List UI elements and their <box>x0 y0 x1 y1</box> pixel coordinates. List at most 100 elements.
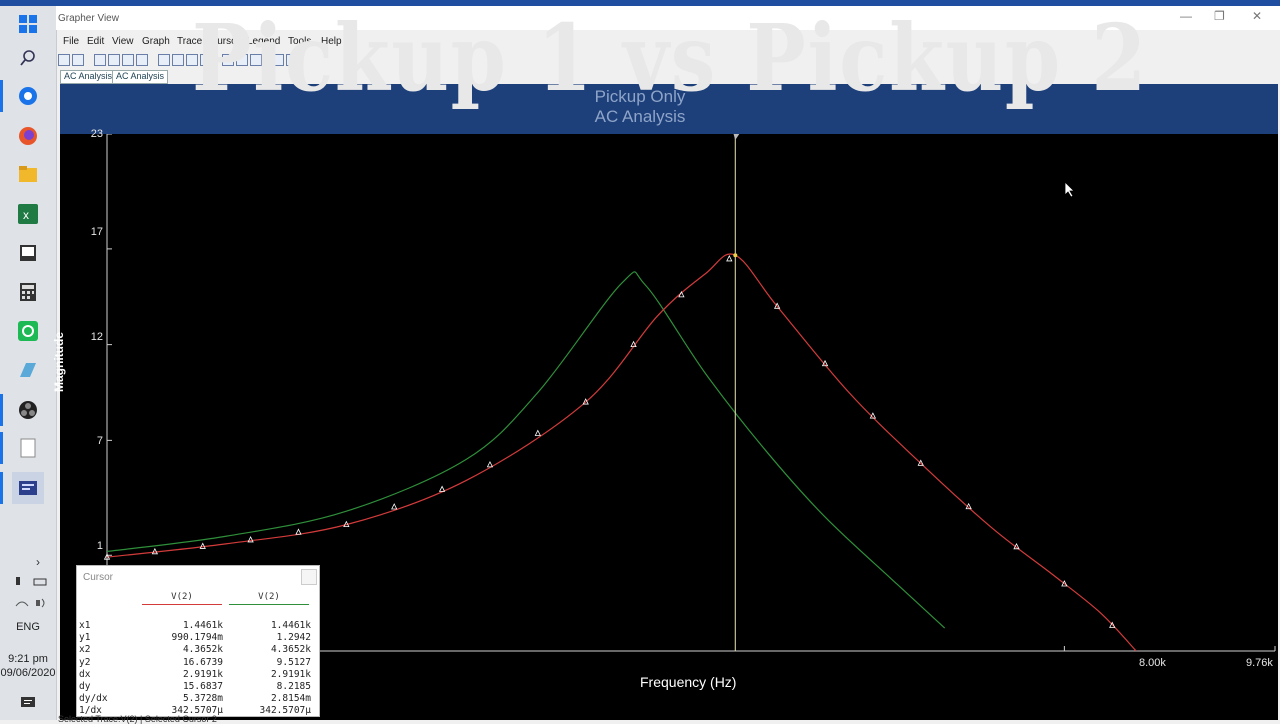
cursor-row: dx 2.9191k 2.9191k <box>77 669 319 681</box>
windows-start-icon[interactable] <box>12 8 44 40</box>
toolbar-undo-button[interactable] <box>94 54 106 66</box>
cursor-row: y1 990.1794m 1.2942 <box>77 632 319 644</box>
series-marker <box>726 255 733 262</box>
toolbar-print-button[interactable] <box>286 54 298 66</box>
series-marker <box>1109 621 1116 628</box>
notifications-icon[interactable] <box>20 696 36 715</box>
cursor-panel-close-button[interactable] <box>301 569 317 585</box>
clock-time[interactable]: 9:21 pm <box>8 653 48 665</box>
cursor-row: y2 16.6739 9.5127 <box>77 657 319 669</box>
menu-graph[interactable]: Graph <box>142 36 170 47</box>
cursor-row-value: 16.6739 <box>182 656 223 668</box>
excel-icon[interactable]: x <box>12 198 44 230</box>
spotify-icon[interactable] <box>12 315 44 347</box>
series-marker <box>869 412 877 419</box>
cursor-column-color-line <box>229 604 309 605</box>
app-title: Grapher View <box>58 13 119 24</box>
multisim-icon[interactable] <box>12 472 44 504</box>
chevron-right-icon[interactable]: › <box>36 555 40 569</box>
cursor-row: dy/dx 5.3728m 2.8154m <box>77 693 319 705</box>
obs-icon[interactable] <box>12 394 44 426</box>
browser-icon[interactable] <box>12 80 44 112</box>
cursor-row-value: 5.3728m <box>182 693 223 705</box>
series-line-1 <box>107 253 1137 651</box>
toolbar-cut-button[interactable] <box>108 54 120 66</box>
toolbar-copy-button[interactable] <box>122 54 134 66</box>
cursor-row-value: 4.3652k <box>182 644 223 656</box>
series-marker <box>917 459 924 466</box>
cursor-column-color-line <box>142 604 222 605</box>
cursor-row-label: 1/dx <box>79 705 102 717</box>
series-marker <box>1061 580 1068 587</box>
language-indicator[interactable]: ENG <box>16 621 40 633</box>
toolbar-legend-button[interactable] <box>172 54 184 66</box>
menu-cursor[interactable]: Cursor <box>210 36 241 47</box>
search-icon[interactable] <box>12 42 44 74</box>
restore-icon[interactable]: ❐ <box>1214 9 1225 23</box>
toolbar-trace-button[interactable] <box>200 54 212 66</box>
menu-file[interactable]: File <box>63 36 80 47</box>
menu-help[interactable]: Help <box>321 36 342 47</box>
cursor-row-value: 15.6837 <box>182 681 223 692</box>
mouse-pointer-icon <box>1064 181 1077 203</box>
app-icon[interactable] <box>12 354 44 386</box>
toolbar-zoom-out-button[interactable] <box>236 54 248 66</box>
cursor-row: x2 4.3652k 4.3652k <box>77 644 319 656</box>
cursor-row-value: 1.2942 <box>276 632 311 644</box>
toolbar-zoom-fit-button[interactable] <box>250 54 262 66</box>
menu-legend[interactable]: Legend <box>247 36 281 47</box>
cursor-row-label: dy <box>79 681 91 692</box>
cursor-row-value: 8.2185 <box>276 681 311 692</box>
cursor-panel[interactable]: Cursor V(2) V(2) x1 1.4461k 1.4461k y1 990.1… <box>76 565 320 717</box>
cursor-column-header: V(2) <box>171 592 193 602</box>
series-marker <box>343 520 350 528</box>
calculator-icon[interactable] <box>12 276 44 308</box>
cursor-row-label: x1 <box>79 620 91 631</box>
menu-view[interactable]: View <box>112 36 134 47</box>
series-marker <box>438 485 446 492</box>
y-tick-label: 17 <box>90 226 103 238</box>
cursor-row-label: dx <box>79 668 91 680</box>
system-tray-icons[interactable] <box>14 576 48 591</box>
menu-trace[interactable]: Trace <box>177 36 203 47</box>
toolbar-grid-button[interactable] <box>158 54 170 66</box>
window-top-strip <box>0 0 1280 6</box>
firefox-icon[interactable] <box>12 120 44 152</box>
cursor-panel-title: Cursor <box>83 572 114 583</box>
clock-date[interactable]: 09/06/2020 <box>0 667 56 679</box>
series-marker <box>534 429 541 436</box>
series-marker <box>678 290 685 298</box>
cursor-row-value: 4.3652k <box>270 644 311 656</box>
network-volume-icons[interactable] <box>14 596 50 615</box>
series-marker <box>103 553 111 560</box>
toolbar-cursors-button[interactable] <box>186 54 198 66</box>
menu-edit[interactable]: Edit <box>87 36 105 47</box>
toolbar-zoom-in-button[interactable] <box>222 54 234 66</box>
series-line-0 <box>107 271 946 629</box>
series-marker <box>1013 542 1020 550</box>
y-tick-label: 7 <box>96 435 103 447</box>
sticky-notes-icon[interactable] <box>12 237 44 269</box>
series-marker <box>247 536 254 543</box>
cursor-row-value: 1.4461k <box>182 620 223 631</box>
close-icon[interactable]: ✕ <box>1252 9 1263 23</box>
cursor-2-handle <box>733 134 740 140</box>
document-icon[interactable] <box>12 432 44 464</box>
toolbar-open-button[interactable] <box>58 54 70 66</box>
x-tick-label: 9.76k <box>1246 657 1273 669</box>
toolbar-zoom-area-button[interactable] <box>272 54 284 66</box>
cursor-intersection <box>733 253 738 258</box>
cursor-row-label: y2 <box>79 656 91 668</box>
tab-ac-analysis-1[interactable]: AC Analysis <box>60 70 117 84</box>
tab-ac-analysis-2[interactable]: AC Analysis <box>112 70 169 84</box>
cursor-row: dy 15.6837 8.2185 <box>77 681 319 693</box>
file-explorer-icon[interactable] <box>12 158 44 190</box>
toolbar-save-button[interactable] <box>72 54 84 66</box>
cursor-row-value: 1.4461k <box>270 620 311 631</box>
minimize-icon[interactable]: — <box>1180 9 1192 23</box>
cursor-row-label: x2 <box>79 644 91 656</box>
series-marker <box>774 302 781 309</box>
x-axis-label: Frequency (Hz) <box>640 674 737 690</box>
menu-tools[interactable]: Tools <box>288 36 312 47</box>
toolbar-paste-button[interactable] <box>136 54 148 66</box>
